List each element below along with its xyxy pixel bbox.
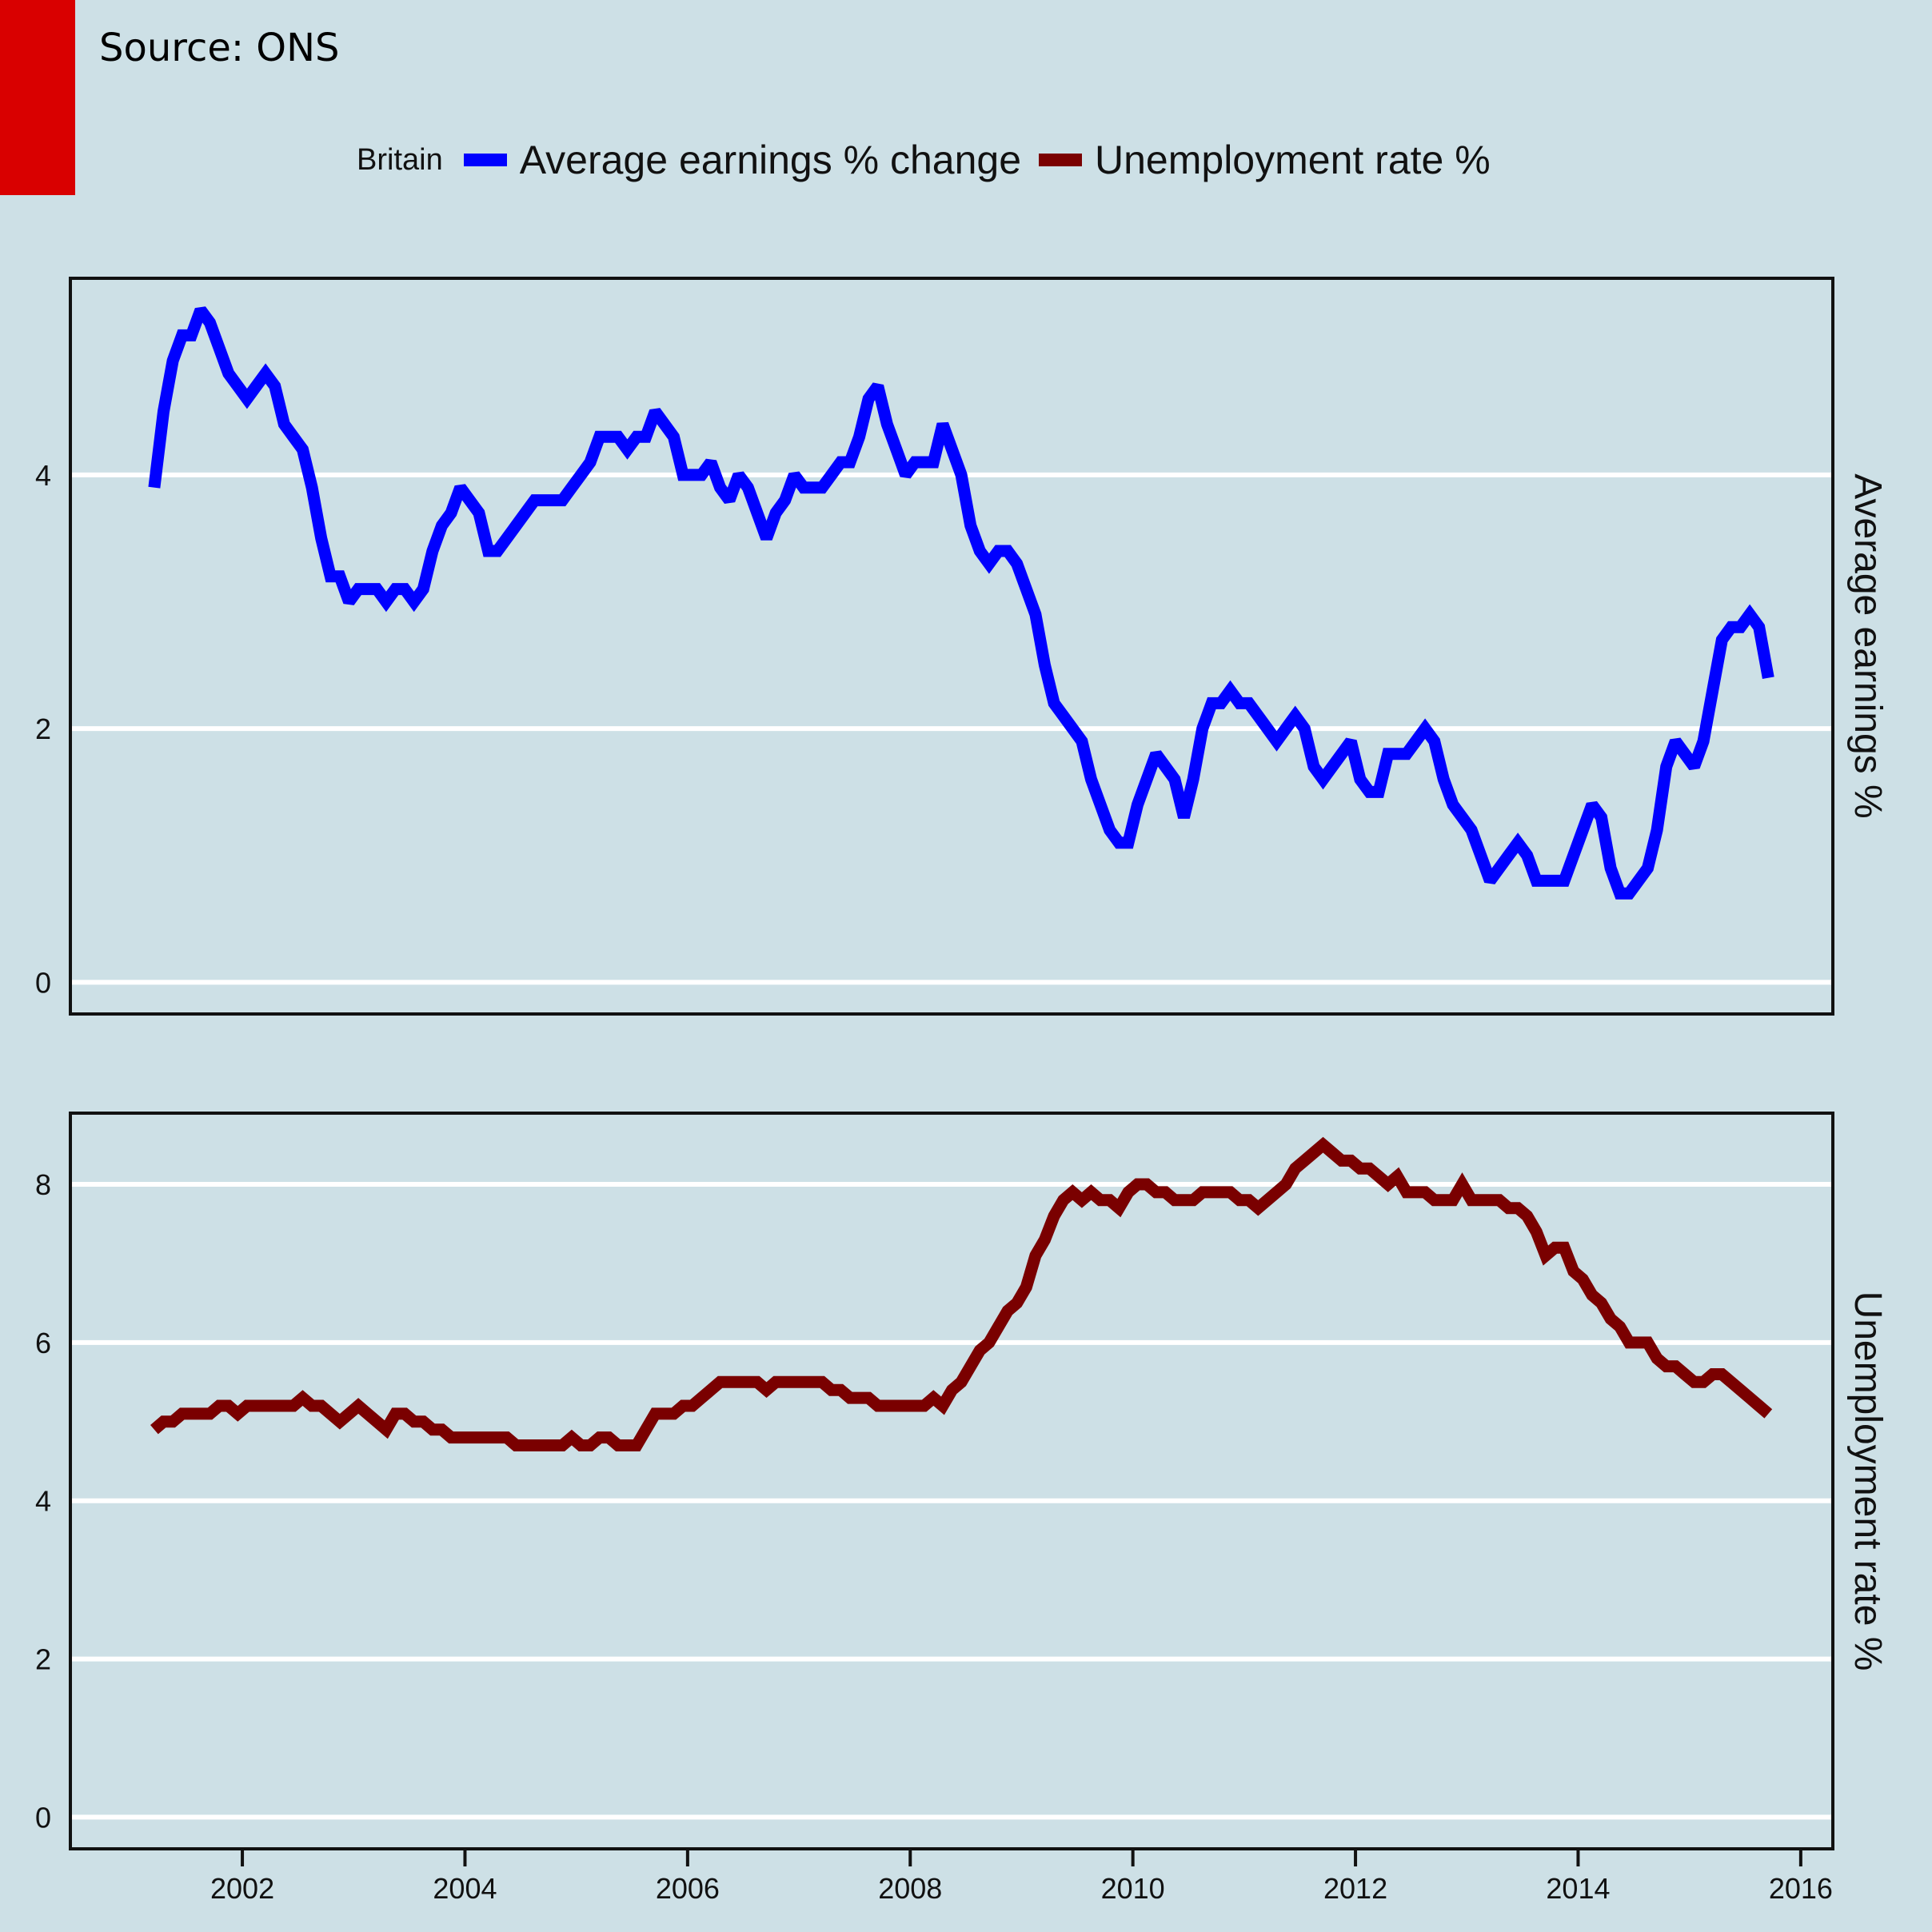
brand-tab — [0, 0, 75, 195]
y-tick-label: 6 — [35, 1327, 51, 1359]
plot-frame — [69, 277, 1834, 1016]
legend-region-label: Britain — [357, 142, 443, 177]
x-tick-label: 2014 — [1546, 1872, 1610, 1905]
axis-title: Average earnings % — [1846, 473, 1889, 818]
series-line — [148, 306, 1774, 900]
y-tick-label: 2 — [35, 1643, 51, 1676]
x-tick-label: 2008 — [878, 1872, 942, 1905]
x-tick-label: 2012 — [1323, 1872, 1387, 1905]
legend-swatch-unemployment — [1039, 154, 1083, 166]
legend-label-earnings: Average earnings % change — [519, 138, 1022, 182]
series-line — [150, 1136, 1773, 1451]
x-tick-label: 2010 — [1101, 1872, 1165, 1905]
y-tick-label: 2 — [35, 713, 51, 745]
axis-title: Unemployment rate % — [1846, 1291, 1889, 1671]
y-tick-label: 4 — [35, 459, 51, 492]
x-tick-label: 2002 — [210, 1872, 274, 1905]
y-tick-label: 0 — [35, 1801, 51, 1834]
source-note: Source: ONS — [99, 26, 340, 70]
legend-label-unemployment: Unemployment rate % — [1095, 138, 1491, 182]
legend: Britain Average earnings % change Unempl… — [357, 136, 1508, 184]
x-tick-label: 2004 — [433, 1872, 497, 1905]
legend-swatch-earnings — [463, 154, 507, 166]
y-tick-label: 8 — [35, 1168, 51, 1201]
y-tick-label: 4 — [35, 1485, 51, 1518]
plot-frame — [69, 1112, 1834, 1850]
y-tick-label: 0 — [35, 966, 51, 999]
x-tick-label: 2016 — [1769, 1872, 1833, 1905]
x-tick-label: 2006 — [656, 1872, 720, 1905]
